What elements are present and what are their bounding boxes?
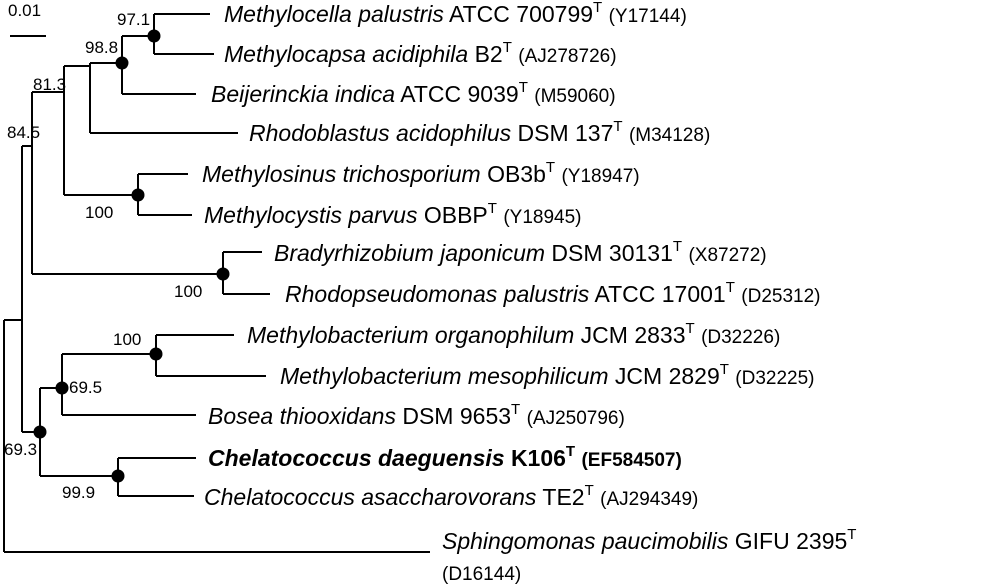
bootstrap-label: 100 <box>113 330 141 349</box>
taxon-label-highlighted: Chelatococcus daeguensis K106T (EF584507… <box>208 443 682 471</box>
taxon-label: Beijerinckia indica ATCC 9039T (M59060) <box>211 79 616 107</box>
taxon-label: Methylocystis parvus OBBPT (Y18945) <box>204 200 582 228</box>
node-dot <box>131 188 145 202</box>
taxon-label: Methylocapsa acidiphila B2T (AJ278726) <box>224 39 617 67</box>
bootstrap-label: 69.3 <box>4 440 37 459</box>
taxon-label: Methylobacterium mesophilicum JCM 2829T … <box>280 361 815 389</box>
bootstrap-label: 100 <box>174 282 202 301</box>
taxon-labels: Methylocella palustris ATCC 700799T (Y17… <box>202 0 856 585</box>
scale-bar-label: 0.01 <box>8 1 41 20</box>
bootstrap-label: 84.5 <box>7 123 40 142</box>
node-dot <box>33 425 47 439</box>
node-markers <box>33 29 230 483</box>
taxon-label: Bosea thiooxidans DSM 9653T (AJ250796) <box>208 401 625 429</box>
bootstrap-label: 69.5 <box>69 378 102 397</box>
tree-branches <box>3 13 430 553</box>
node-dot <box>147 29 161 43</box>
bootstrap-label: 98.8 <box>85 38 118 57</box>
node-dot <box>115 56 129 70</box>
taxon-label: Methylocella palustris ATCC 700799T (Y17… <box>224 0 687 27</box>
node-dot <box>55 381 69 395</box>
bootstrap-label: 100 <box>85 203 113 222</box>
node-dot <box>111 469 125 483</box>
bootstrap-label: 81.3 <box>33 75 66 94</box>
bootstrap-values: 97.1 98.8 81.3 84.5 100 100 100 69.5 69.… <box>4 10 202 502</box>
taxon-label: Sphingomonas paucimobilis GIFU 2395T <box>442 526 856 554</box>
taxon-label: Methylobacterium organophilum JCM 2833T … <box>247 320 780 348</box>
taxon-accession: (D16144) <box>442 564 521 585</box>
node-dot <box>149 347 163 361</box>
bootstrap-label: 99.9 <box>62 483 95 502</box>
node-dot <box>216 267 230 281</box>
taxon-label: Rhodoblastus acidophilus DSM 137T (M3412… <box>249 118 710 146</box>
bootstrap-label: 97.1 <box>117 10 150 29</box>
taxon-label: Chelatococcus asaccharovorans TE2T (AJ29… <box>204 482 698 510</box>
taxon-label: Methylosinus trichosporium OB3bT (Y18947… <box>202 159 640 187</box>
taxon-label: Rhodopseudomonas palustris ATCC 17001T (… <box>285 279 820 307</box>
taxon-label: Bradyrhizobium japonicum DSM 30131T (X87… <box>274 238 767 266</box>
